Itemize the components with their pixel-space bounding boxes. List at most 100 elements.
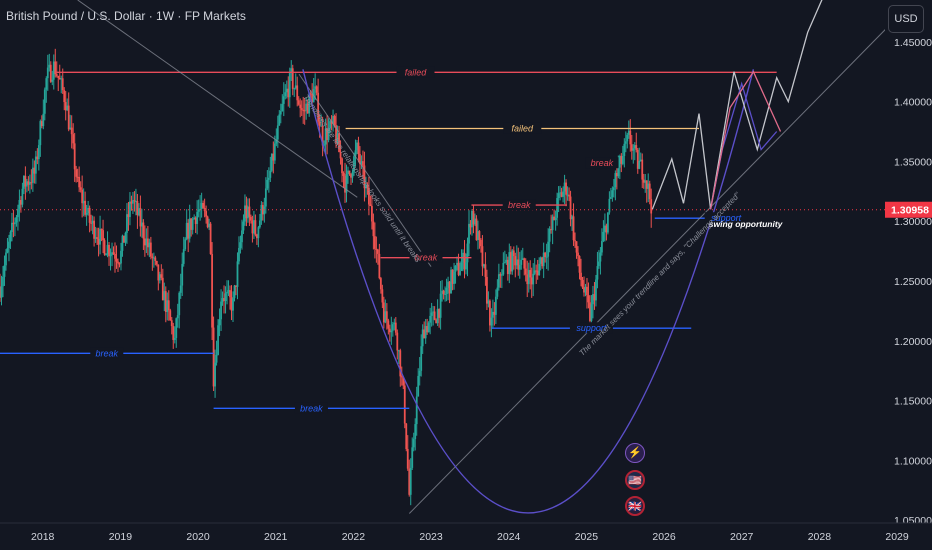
candle-body bbox=[22, 175, 25, 189]
candle-body bbox=[21, 188, 24, 205]
candle-body bbox=[432, 311, 435, 313]
candle-body bbox=[530, 277, 533, 285]
candle-body bbox=[553, 216, 556, 221]
candle-body bbox=[435, 319, 438, 324]
candle-body bbox=[508, 252, 511, 275]
currency-button[interactable]: USD bbox=[888, 5, 924, 33]
candle-body bbox=[608, 198, 611, 213]
x-tick-label: 2025 bbox=[575, 531, 599, 543]
candle-body bbox=[40, 121, 43, 127]
candle-body bbox=[276, 125, 279, 140]
candle-body bbox=[572, 216, 575, 241]
candle-body bbox=[423, 329, 426, 339]
candle-body bbox=[145, 238, 148, 246]
candle-body bbox=[569, 196, 572, 220]
candle-body bbox=[574, 240, 576, 242]
candle-body bbox=[188, 218, 191, 239]
level-label: break bbox=[508, 200, 531, 210]
y-tick-label: 1.15000 bbox=[894, 396, 932, 408]
candle-body bbox=[527, 270, 530, 285]
candle-body bbox=[139, 208, 142, 227]
candle-body bbox=[356, 142, 358, 151]
candle-body bbox=[411, 447, 414, 468]
candle-body bbox=[562, 191, 564, 197]
y-tick-label: 1.20000 bbox=[894, 336, 932, 348]
candle-body bbox=[590, 304, 593, 321]
uk-flag-icon[interactable]: 🇬🇧 bbox=[625, 496, 645, 516]
candle-body bbox=[586, 286, 588, 296]
candle-body bbox=[100, 228, 103, 231]
candle-body bbox=[90, 222, 93, 224]
level-label-bg bbox=[396, 66, 435, 78]
level-label: break bbox=[300, 403, 323, 413]
candle-body bbox=[297, 100, 300, 105]
candle-body bbox=[212, 327, 215, 387]
candle-body bbox=[191, 218, 194, 230]
level-label: failed bbox=[405, 67, 428, 77]
candle-body bbox=[339, 152, 342, 159]
candle-body bbox=[323, 144, 326, 146]
candle-body bbox=[278, 114, 281, 126]
candle-body bbox=[491, 311, 494, 318]
candle-body bbox=[179, 285, 182, 293]
candle-body bbox=[606, 212, 609, 233]
candle-body bbox=[226, 291, 228, 294]
x-tick-label: 2023 bbox=[419, 531, 443, 543]
candle-body bbox=[30, 182, 33, 184]
candle-body bbox=[281, 103, 284, 112]
candle-body bbox=[193, 217, 196, 219]
candle-body bbox=[469, 223, 472, 228]
candle-body bbox=[247, 206, 249, 219]
candle-body bbox=[379, 278, 382, 290]
candle-body bbox=[172, 326, 175, 340]
candle-body bbox=[344, 175, 346, 193]
candle-body bbox=[232, 298, 234, 311]
candle-body bbox=[578, 255, 581, 273]
candle-body bbox=[93, 220, 95, 239]
candle-body bbox=[133, 200, 136, 202]
y-tick-label: 1.40000 bbox=[894, 97, 932, 109]
candle-body bbox=[155, 260, 158, 265]
candle-body bbox=[366, 184, 369, 188]
candle-body bbox=[248, 206, 251, 217]
x-tick-label: 2019 bbox=[109, 531, 133, 543]
candle-body bbox=[638, 160, 641, 169]
candle-body bbox=[14, 222, 16, 225]
candle-body bbox=[182, 249, 185, 264]
us-flag-icon[interactable]: 🇺🇸 bbox=[625, 470, 645, 490]
level-label: break bbox=[415, 253, 438, 263]
candle-body bbox=[493, 311, 496, 315]
lightning-icon[interactable]: ⚡ bbox=[625, 443, 645, 463]
candle-body bbox=[335, 125, 337, 144]
candle-body bbox=[209, 223, 212, 255]
y-tick-label: 1.10000 bbox=[894, 455, 932, 467]
candle-body bbox=[75, 169, 78, 177]
candle-body bbox=[130, 201, 133, 204]
candle-body bbox=[205, 211, 208, 217]
candle-body bbox=[490, 317, 493, 326]
candle-body bbox=[560, 192, 563, 197]
candle-body bbox=[8, 241, 10, 248]
candle-body bbox=[96, 237, 98, 239]
candle-body bbox=[385, 311, 388, 321]
candle-body bbox=[15, 217, 18, 223]
x-tick-label: 2026 bbox=[652, 531, 676, 543]
candle-body bbox=[538, 263, 541, 276]
candle-body bbox=[342, 173, 345, 176]
candle-body bbox=[63, 90, 66, 103]
candle-body bbox=[368, 187, 370, 205]
candle-body bbox=[163, 291, 166, 301]
candle-body bbox=[442, 290, 445, 295]
candle-body bbox=[245, 205, 248, 219]
candle-body bbox=[118, 263, 121, 265]
candle-body bbox=[142, 222, 145, 239]
candle-body bbox=[354, 150, 357, 157]
projection-path bbox=[651, 0, 823, 210]
candle-body bbox=[447, 281, 449, 288]
candle-body bbox=[17, 208, 19, 218]
candle-body bbox=[581, 280, 584, 288]
candle-body bbox=[333, 116, 336, 126]
candle-body bbox=[547, 241, 550, 257]
candle-body bbox=[115, 258, 118, 262]
